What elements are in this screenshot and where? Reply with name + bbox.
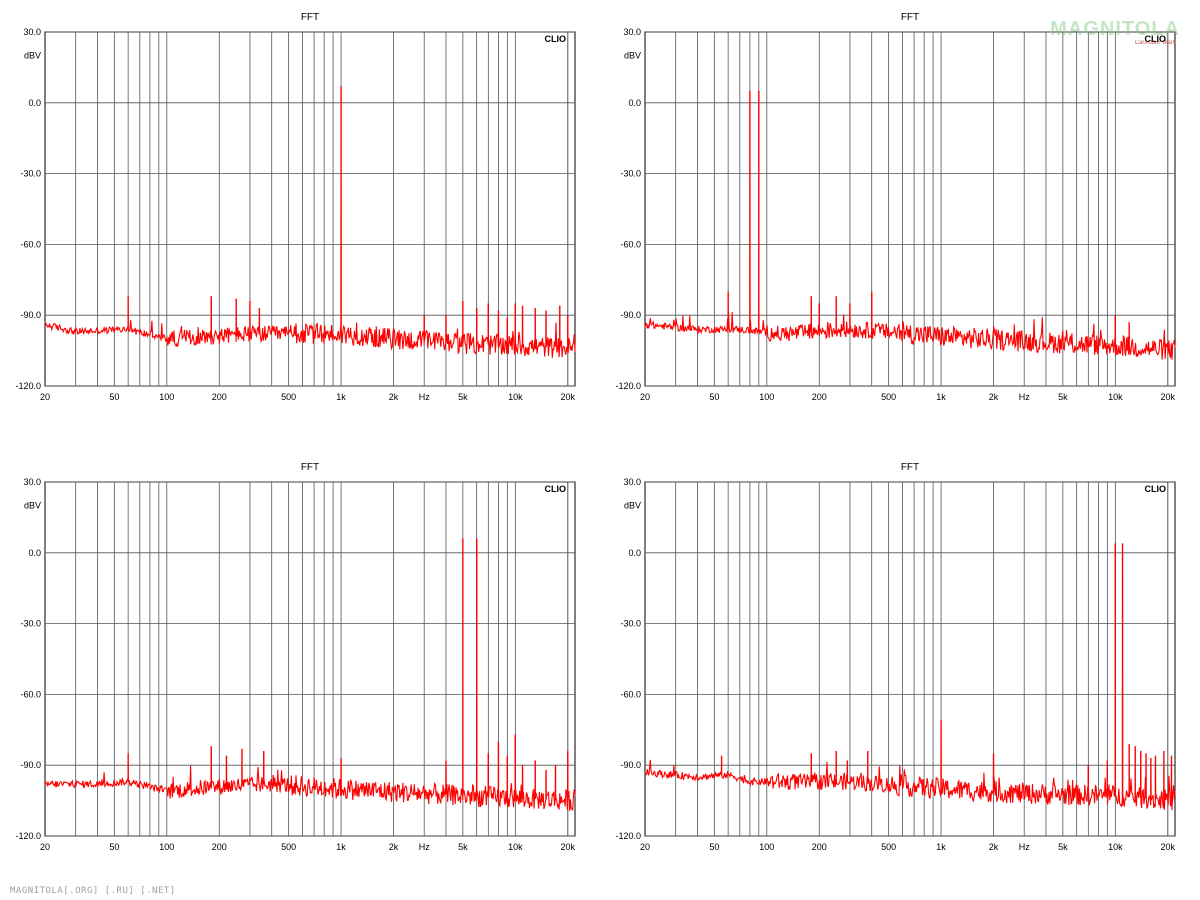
x-tick-label: 10k	[508, 842, 523, 852]
x-tick-label: 50	[709, 392, 719, 402]
x-tick-label: 200	[812, 392, 827, 402]
x-tick-label: 100	[159, 392, 174, 402]
x-tick-label: 200	[212, 392, 227, 402]
y-axis-label: dBV	[24, 51, 41, 61]
chart-title: FFT	[901, 462, 919, 473]
x-tick-label: 20	[640, 842, 650, 852]
y-tick-label: -120.0	[15, 381, 41, 391]
clio-badge: CLIO	[1145, 34, 1167, 44]
y-tick-label: -30.0	[20, 169, 41, 179]
x-tick-label: 20	[40, 842, 50, 852]
x-tick-label: 1k	[936, 392, 946, 402]
y-tick-label: -30.0	[620, 169, 641, 179]
footer-domains: MAGNITOLA[.ORG] [.RU] [.NET]	[10, 886, 176, 896]
x-tick-label: 100	[759, 842, 774, 852]
x-tick-label: 10k	[1108, 842, 1123, 852]
y-tick-label: 0.0	[28, 548, 41, 558]
y-tick-label: -30.0	[20, 619, 41, 629]
y-tick-label: -60.0	[20, 239, 41, 249]
y-tick-label: -60.0	[620, 239, 641, 249]
clio-badge: CLIO	[1145, 484, 1167, 494]
x-tick-label: 2k	[989, 842, 999, 852]
y-tick-label: 0.0	[628, 98, 641, 108]
chart-title: FFT	[901, 12, 919, 23]
fft-trace	[644, 90, 1176, 360]
x-tick-label: 10k	[1108, 392, 1123, 402]
x-tick-label: 20k	[561, 392, 576, 402]
x-tick-label: 5k	[458, 392, 468, 402]
x-tick-label: 20	[40, 392, 50, 402]
x-tick-label: 100	[159, 842, 174, 852]
x-tick-label: 500	[881, 392, 896, 402]
chart-title: FFT	[301, 12, 319, 23]
x-tick-label: 1k	[336, 842, 346, 852]
x-tick-label: Hz	[1019, 392, 1030, 402]
y-tick-label: -120.0	[615, 831, 641, 841]
clio-badge: CLIO	[545, 34, 567, 44]
x-tick-label: 20k	[561, 842, 576, 852]
y-axis-label: dBV	[624, 51, 641, 61]
watermark-subtitle: CarAudio Team	[1134, 40, 1176, 46]
x-tick-label: 2k	[389, 842, 399, 852]
y-tick-label: -90.0	[20, 760, 41, 770]
fft-panel-2: FFT CLIO 30.0 0.0 -30.0 -60.0 -90.0 -120.0 dBV 20…	[615, 12, 1176, 402]
fft-trace	[644, 543, 1176, 811]
x-tick-label: 200	[212, 842, 227, 852]
x-tick-label: 200	[812, 842, 827, 852]
x-tick-label: Hz	[1019, 842, 1030, 852]
y-axis-label: dBV	[24, 501, 41, 511]
x-tick-label: 5k	[1058, 392, 1068, 402]
y-tick-label: -30.0	[620, 619, 641, 629]
x-tick-label: 20k	[1161, 842, 1176, 852]
y-tick-label: 30.0	[623, 27, 641, 37]
y-tick-label: -120.0	[15, 831, 41, 841]
plot-frame	[644, 481, 1176, 837]
y-tick-label: -60.0	[20, 689, 41, 699]
x-tick-label: 500	[281, 392, 296, 402]
x-tick-label: 50	[709, 842, 719, 852]
fft-trace	[44, 86, 576, 358]
y-tick-label: 0.0	[628, 548, 641, 558]
x-tick-label: 1k	[336, 392, 346, 402]
x-tick-label: 2k	[389, 392, 399, 402]
x-tick-label: 20	[640, 392, 650, 402]
x-tick-label: 500	[281, 842, 296, 852]
y-tick-label: -90.0	[620, 760, 641, 770]
clio-badge: CLIO	[545, 484, 567, 494]
x-tick-label: 50	[109, 392, 119, 402]
x-tick-label: 20k	[1161, 392, 1176, 402]
y-tick-label: -60.0	[620, 689, 641, 699]
y-tick-label: 30.0	[23, 477, 41, 487]
y-tick-label: 0.0	[28, 98, 41, 108]
plot-frame	[44, 31, 576, 387]
x-tick-label: Hz	[419, 842, 430, 852]
x-tick-label: 100	[759, 392, 774, 402]
fft-panel-3: FFT CLIO 30.0 0.0 -30.0 -60.0 -90.0 -120.0 dBV 20…	[15, 462, 576, 852]
x-tick-label: Hz	[419, 392, 430, 402]
fft-panel-4: FFT CLIO 30.0 0.0 -30.0 -60.0 -90.0 -120.0 dBV 20…	[615, 462, 1176, 852]
y-tick-label: 30.0	[623, 477, 641, 487]
x-tick-label: 2k	[989, 392, 999, 402]
x-tick-label: 500	[881, 842, 896, 852]
fft-panel-1: FFT CLIO 30.0 0.0 -30.0 -60.0 -90.0 -120.0 dBV 20…	[15, 12, 576, 402]
plot-frame	[44, 481, 576, 837]
y-tick-label: -90.0	[620, 310, 641, 320]
chart-title: FFT	[301, 462, 319, 473]
x-tick-label: 5k	[1058, 842, 1068, 852]
x-tick-label: 5k	[458, 842, 468, 852]
x-tick-label: 1k	[936, 842, 946, 852]
y-axis-label: dBV	[624, 501, 641, 511]
y-tick-label: -120.0	[615, 381, 641, 391]
y-tick-label: -90.0	[20, 310, 41, 320]
x-tick-label: 50	[109, 842, 119, 852]
y-tick-label: 30.0	[23, 27, 41, 37]
watermark-logo: MAGNITOLA	[1050, 18, 1180, 40]
x-tick-label: 10k	[508, 392, 523, 402]
